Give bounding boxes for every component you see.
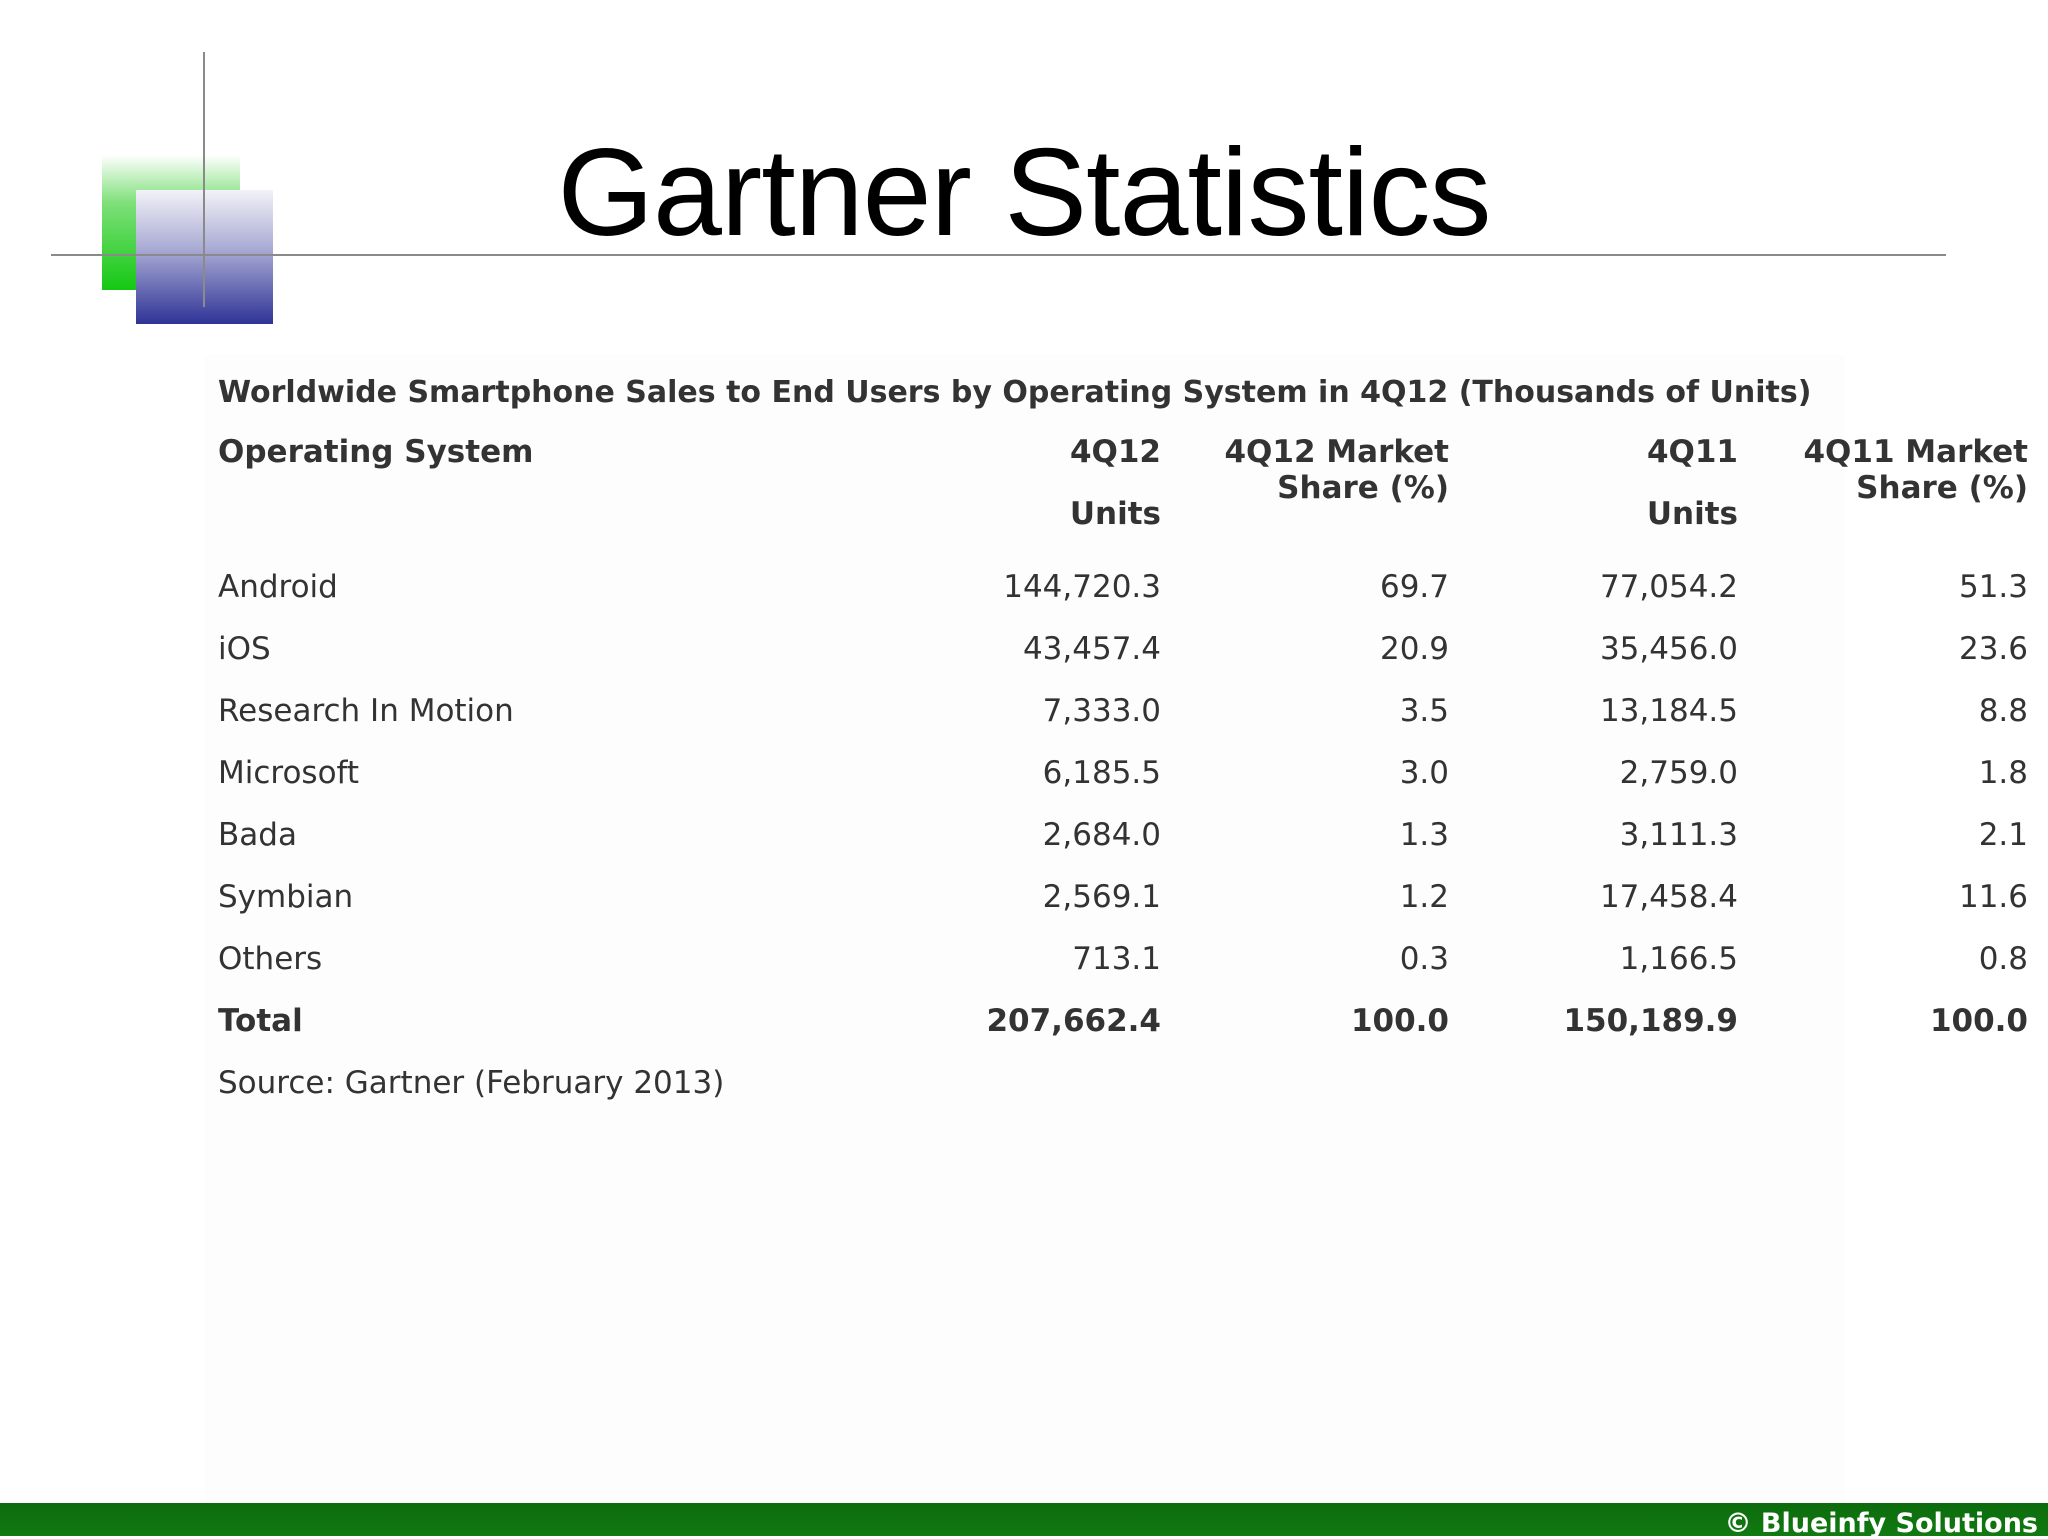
units-4q11: 35,456.0 (1599, 631, 1738, 667)
os-name: Android (218, 569, 338, 605)
units-4q11: 2,759.0 (1619, 755, 1738, 791)
header-4q11-share-line2: Share (%) (1856, 470, 2028, 506)
units-4q12: 6,185.5 (1042, 755, 1161, 791)
table-header: Operating System 4Q12 Units 4Q12 Market … (218, 434, 2028, 556)
share-4q11: 23.6 (1958, 631, 2028, 667)
table-row: iOS 43,457.4 20.9 35,456.0 23.6 (218, 618, 2028, 680)
share-4q11: 51.3 (1958, 569, 2028, 605)
units-4q12: 7,333.0 (1042, 693, 1161, 729)
share-4q12: 69.7 (1379, 569, 1449, 605)
units-4q11: 13,184.5 (1599, 693, 1738, 729)
share-4q12: 3.0 (1399, 755, 1449, 791)
footer-copyright: © Blueinfy Solutions (1724, 1508, 2038, 1539)
share-4q11: 0.8 (1978, 941, 2028, 977)
os-name: Symbian (218, 879, 354, 915)
header-4q12-share-line2: Share (%) (1277, 470, 1449, 506)
os-name: Others (218, 941, 323, 977)
share-4q11: 8.8 (1978, 693, 2028, 729)
share-4q12: 3.5 (1399, 693, 1449, 729)
header-4q11-units: 4Q11 (1646, 434, 1738, 470)
footer-bar: © Blueinfy Solutions (0, 1503, 2048, 1539)
table-row: Android 144,720.3 69.7 77,054.2 51.3 (218, 556, 2028, 618)
sales-table: Worldwide Smartphone Sales to End Users … (218, 372, 2028, 1114)
os-name: iOS (218, 631, 271, 667)
table-background (205, 355, 1845, 1503)
table-row: Microsoft 6,185.5 3.0 2,759.0 1.8 (218, 742, 2028, 804)
header-4q11-share-line1: 4Q11 Market (1803, 434, 2028, 470)
share-4q12: 1.2 (1399, 879, 1449, 915)
share-4q11: 1.8 (1978, 755, 2028, 791)
table-total-row: Total 207,662.4 100.0 150,189.9 100.0 (218, 990, 2028, 1052)
header-4q11-units-sub: Units (1646, 496, 1738, 532)
table-row: Research In Motion 7,333.0 3.5 13,184.5 … (218, 680, 2028, 742)
header-4q11-share: 4Q11 Market Share (%) (1803, 434, 2028, 506)
units-4q12: 2,569.1 (1042, 879, 1161, 915)
header-4q12-units: 4Q12 (1069, 434, 1161, 470)
total-units-4q12: 207,662.4 (986, 1003, 1161, 1039)
table-row: Symbian 2,569.1 1.2 17,458.4 11.6 (218, 866, 2028, 928)
os-name: Bada (218, 817, 297, 853)
table-source: Source: Gartner (February 2013) (218, 1065, 725, 1101)
table-row: Others 713.1 0.3 1,166.5 0.8 (218, 928, 2028, 990)
total-share-4q11: 100.0 (1929, 1003, 2028, 1039)
units-4q11: 3,111.3 (1619, 817, 1738, 853)
share-4q11: 2.1 (1978, 817, 2028, 853)
title-divider (51, 254, 1946, 256)
header-4q12-share-line1: 4Q12 Market (1224, 434, 1449, 470)
total-units-4q11: 150,189.9 (1563, 1003, 1738, 1039)
share-4q11: 11.6 (1958, 879, 2028, 915)
table-caption: Worldwide Smartphone Sales to End Users … (218, 375, 1812, 410)
units-4q11: 17,458.4 (1599, 879, 1738, 915)
share-4q12: 1.3 (1399, 817, 1449, 853)
slide-title: Gartner Statistics (557, 124, 1492, 262)
header-operating-system: Operating System (218, 434, 534, 470)
units-4q12: 144,720.3 (1003, 569, 1161, 605)
units-4q11: 77,054.2 (1599, 569, 1738, 605)
share-4q12: 20.9 (1379, 631, 1449, 667)
share-4q12: 0.3 (1399, 941, 1449, 977)
total-label: Total (218, 1003, 303, 1039)
units-4q12: 2,684.0 (1042, 817, 1161, 853)
total-share-4q12: 100.0 (1350, 1003, 1449, 1039)
units-4q12: 713.1 (1072, 941, 1161, 977)
header-4q12-units-sub: Units (1069, 496, 1161, 532)
units-4q11: 1,166.5 (1619, 941, 1738, 977)
os-name: Research In Motion (218, 693, 514, 729)
table-row: Bada 2,684.0 1.3 3,111.3 2.1 (218, 804, 2028, 866)
header-4q12-share: 4Q12 Market Share (%) (1224, 434, 1449, 506)
units-4q12: 43,457.4 (1022, 631, 1161, 667)
decorative-vertical-line (203, 52, 205, 307)
os-name: Microsoft (218, 755, 360, 791)
